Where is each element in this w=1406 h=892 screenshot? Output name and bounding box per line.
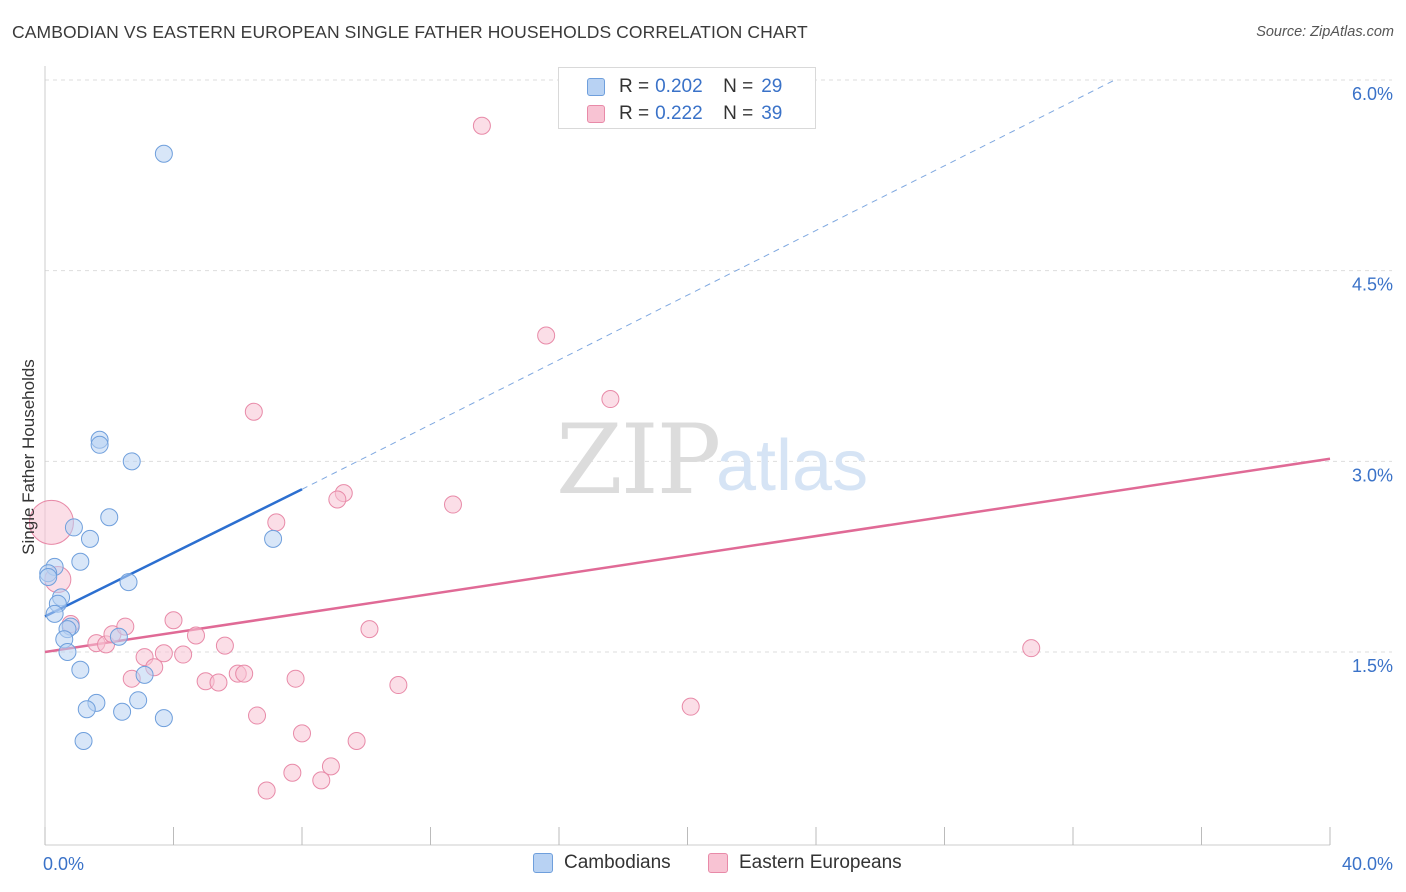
point-cambodians — [39, 568, 58, 587]
legend-item-eastern-europeans[interactable]: Eastern Europeans — [708, 852, 902, 874]
point-cambodians — [154, 709, 173, 728]
y-tick-label: 1.5% — [1352, 656, 1393, 676]
y-axis-label: Single Father Households — [19, 359, 38, 555]
point-eastern-europeans — [443, 495, 462, 514]
y-tick-label: 6.0% — [1352, 84, 1393, 104]
point-cambodians — [129, 691, 148, 710]
point-cambodians — [264, 529, 283, 548]
point-eastern-europeans — [283, 763, 302, 782]
watermark: ZIP atlas — [556, 404, 868, 516]
point-eastern-europeans — [244, 402, 263, 421]
y-tick-label: 4.5% — [1352, 275, 1393, 295]
point-cambodians — [135, 665, 154, 684]
legend-row-cambodians: R = 0.202 N = 29 — [587, 76, 782, 98]
point-eastern-europeans — [347, 731, 366, 750]
point-cambodians — [74, 731, 93, 750]
point-eastern-europeans — [248, 706, 267, 725]
point-cambodians — [109, 627, 128, 646]
point-cambodians — [113, 702, 132, 721]
axes — [44, 66, 1331, 846]
point-eastern-europeans — [1022, 639, 1041, 658]
point-eastern-europeans — [321, 757, 340, 776]
legend-swatch-pink — [708, 853, 728, 873]
r-label: R = — [619, 76, 650, 97]
legend-item-cambodians[interactable]: Cambodians — [533, 852, 671, 874]
tick-labels: 1.5% 3.0% 4.5% 6.0% 0.0% 40.0% — [43, 84, 1393, 874]
legend-label: Cambodians — [564, 852, 671, 873]
point-eastern-europeans — [681, 697, 700, 716]
point-eastern-europeans — [186, 626, 205, 645]
series-legend: Cambodians Eastern Europeans — [0, 852, 1406, 878]
point-eastern-europeans — [164, 611, 183, 630]
point-eastern-europeans — [537, 326, 556, 345]
legend-row-eastern-europeans: R = 0.222 N = 39 — [587, 103, 782, 125]
point-eastern-europeans — [389, 676, 408, 695]
point-eastern-europeans — [472, 116, 491, 135]
gridlines — [45, 79, 1392, 653]
r-value: 0.222 — [655, 103, 703, 124]
point-cambodians — [154, 144, 173, 163]
x-tick-label: 40.0% — [1342, 854, 1393, 874]
point-cambodians — [71, 660, 90, 679]
point-eastern-europeans — [293, 724, 311, 743]
point-cambodians — [71, 552, 90, 571]
trend-line-cambodians-extension — [301, 79, 1115, 490]
point-cambodians — [77, 700, 96, 719]
point-eastern-europeans — [209, 673, 228, 692]
point-eastern-europeans — [601, 390, 620, 409]
point-eastern-europeans — [286, 669, 305, 688]
n-value: 29 — [761, 76, 783, 97]
n-value: 39 — [761, 103, 783, 124]
point-eastern-europeans — [235, 664, 254, 683]
point-eastern-europeans — [267, 513, 286, 532]
r-value: 0.202 — [655, 76, 703, 97]
legend-label: Eastern Europeans — [739, 852, 902, 873]
point-eastern-europeans — [174, 645, 193, 664]
n-label: N = — [723, 103, 754, 124]
point-eastern-europeans — [257, 781, 276, 800]
r-label: R = — [619, 103, 650, 124]
watermark-atlas: atlas — [716, 426, 868, 506]
point-cambodians — [58, 643, 77, 661]
point-cambodians — [100, 508, 119, 527]
x-tick-label: 0.0% — [43, 854, 84, 874]
point-cambodians — [119, 573, 138, 592]
point-eastern-europeans — [154, 644, 173, 663]
chart-title: CAMBODIAN VS EASTERN EUROPEAN SINGLE FAT… — [12, 22, 808, 42]
point-eastern-europeans — [312, 771, 331, 790]
legend-swatch-blue — [587, 78, 605, 96]
trend-lines — [44, 79, 1331, 654]
point-eastern-europeans — [215, 636, 234, 655]
legend-swatch-pink — [587, 105, 605, 123]
point-eastern-europeans — [328, 490, 347, 509]
point-cambodians — [64, 518, 83, 537]
point-cambodians — [90, 435, 109, 454]
correlation-legend: R = 0.202 N = 29 R = 0.222 N = 39 — [558, 67, 816, 129]
n-label: N = — [723, 76, 754, 97]
point-cambodians — [80, 529, 99, 548]
y-tick-label: 3.0% — [1352, 465, 1393, 485]
trend-line-cambodians — [44, 488, 303, 618]
source-label: Source: ZipAtlas.com — [1256, 24, 1394, 40]
point-eastern-europeans — [360, 620, 379, 639]
data-points — [28, 116, 1041, 800]
point-cambodians — [45, 604, 64, 623]
point-cambodians — [122, 452, 141, 471]
watermark-zip: ZIP — [556, 404, 719, 516]
trend-line-eastern-europeans — [44, 457, 1331, 654]
legend-swatch-blue — [533, 853, 553, 873]
